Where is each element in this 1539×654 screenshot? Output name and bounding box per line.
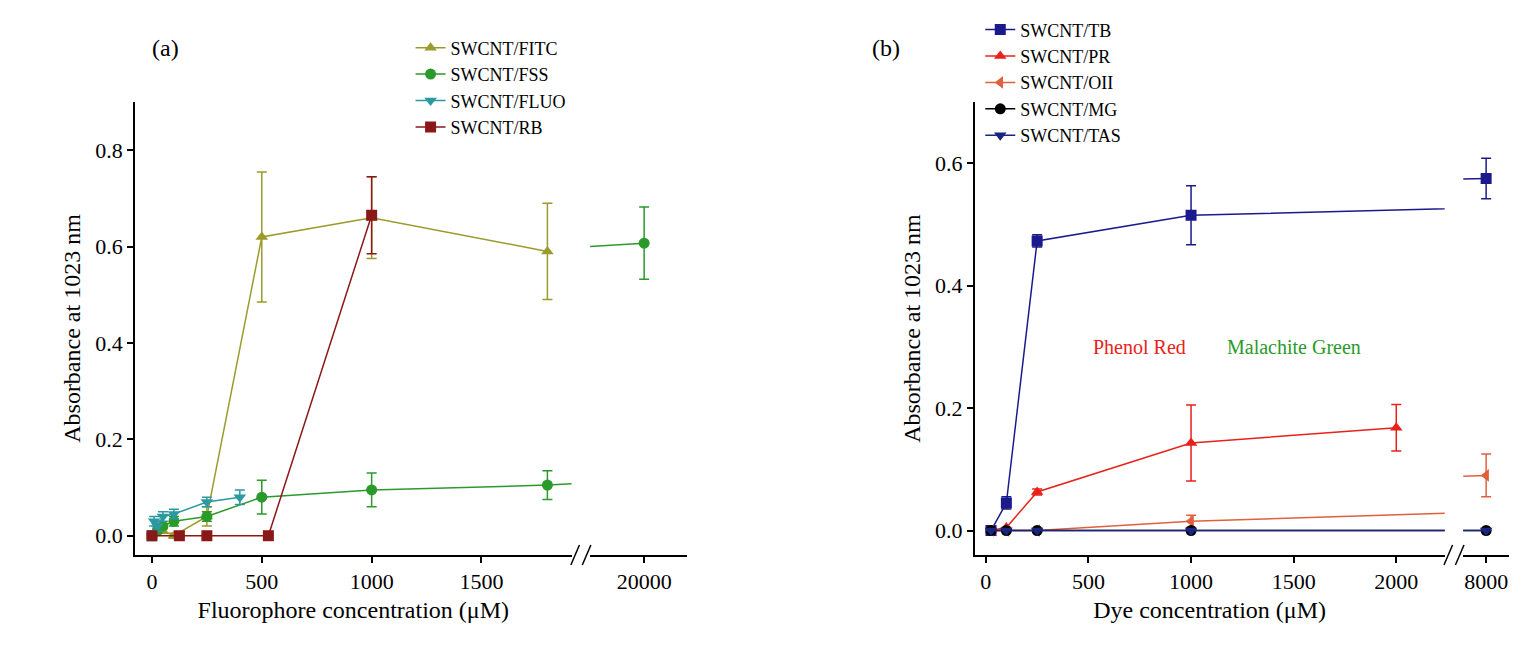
svg-text:SWCNT/FLUO: SWCNT/FLUO bbox=[451, 92, 566, 112]
svg-text:8000: 8000 bbox=[1464, 569, 1508, 594]
svg-text:0.2: 0.2 bbox=[935, 396, 963, 421]
svg-text:1000: 1000 bbox=[350, 569, 394, 594]
svg-text:SWCNT/RB: SWCNT/RB bbox=[451, 118, 543, 138]
svg-text:0.2: 0.2 bbox=[95, 427, 123, 452]
svg-text:SWCNT/FITC: SWCNT/FITC bbox=[451, 39, 558, 59]
svg-text:SWCNT/OII: SWCNT/OII bbox=[1020, 73, 1113, 93]
svg-text:Absorbance at 1023 nm: Absorbance at 1023 nm bbox=[899, 214, 925, 443]
svg-text:0.4: 0.4 bbox=[95, 331, 123, 356]
svg-text:20000: 20000 bbox=[617, 569, 672, 594]
svg-text:500: 500 bbox=[1072, 569, 1105, 594]
svg-text:SWCNT/TAS: SWCNT/TAS bbox=[1020, 126, 1121, 146]
svg-text:0.0: 0.0 bbox=[95, 523, 123, 548]
svg-text:0.4: 0.4 bbox=[935, 273, 963, 298]
svg-text:Phenol Red: Phenol Red bbox=[1093, 336, 1186, 358]
svg-text:Absorbance at 1023 nm: Absorbance at 1023 nm bbox=[59, 214, 85, 443]
svg-text:SWCNT/TB: SWCNT/TB bbox=[1020, 21, 1111, 41]
svg-text:0: 0 bbox=[980, 569, 991, 594]
svg-text:0.6: 0.6 bbox=[95, 234, 123, 259]
svg-text:500: 500 bbox=[245, 569, 278, 594]
svg-text:1500: 1500 bbox=[459, 569, 503, 594]
svg-text:0.8: 0.8 bbox=[95, 138, 123, 163]
svg-text:1000: 1000 bbox=[1169, 569, 1213, 594]
svg-text:Dye concentration (μM): Dye concentration (μM) bbox=[1093, 597, 1326, 623]
svg-text:SWCNT/PR: SWCNT/PR bbox=[1020, 47, 1110, 67]
svg-text:Malachite Green: Malachite Green bbox=[1227, 336, 1361, 358]
svg-text:SWCNT/MG: SWCNT/MG bbox=[1020, 100, 1117, 120]
svg-text:(a): (a) bbox=[152, 35, 179, 61]
svg-text:2000: 2000 bbox=[1374, 569, 1418, 594]
svg-text:Fluorophore concentration (μM): Fluorophore concentration (μM) bbox=[198, 597, 509, 623]
svg-text:0.6: 0.6 bbox=[935, 151, 963, 176]
svg-text:0.0: 0.0 bbox=[935, 518, 963, 543]
svg-text:0: 0 bbox=[146, 569, 157, 594]
svg-text:(b): (b) bbox=[872, 35, 900, 61]
svg-text:1500: 1500 bbox=[1272, 569, 1316, 594]
svg-text:SWCNT/FSS: SWCNT/FSS bbox=[451, 65, 549, 85]
